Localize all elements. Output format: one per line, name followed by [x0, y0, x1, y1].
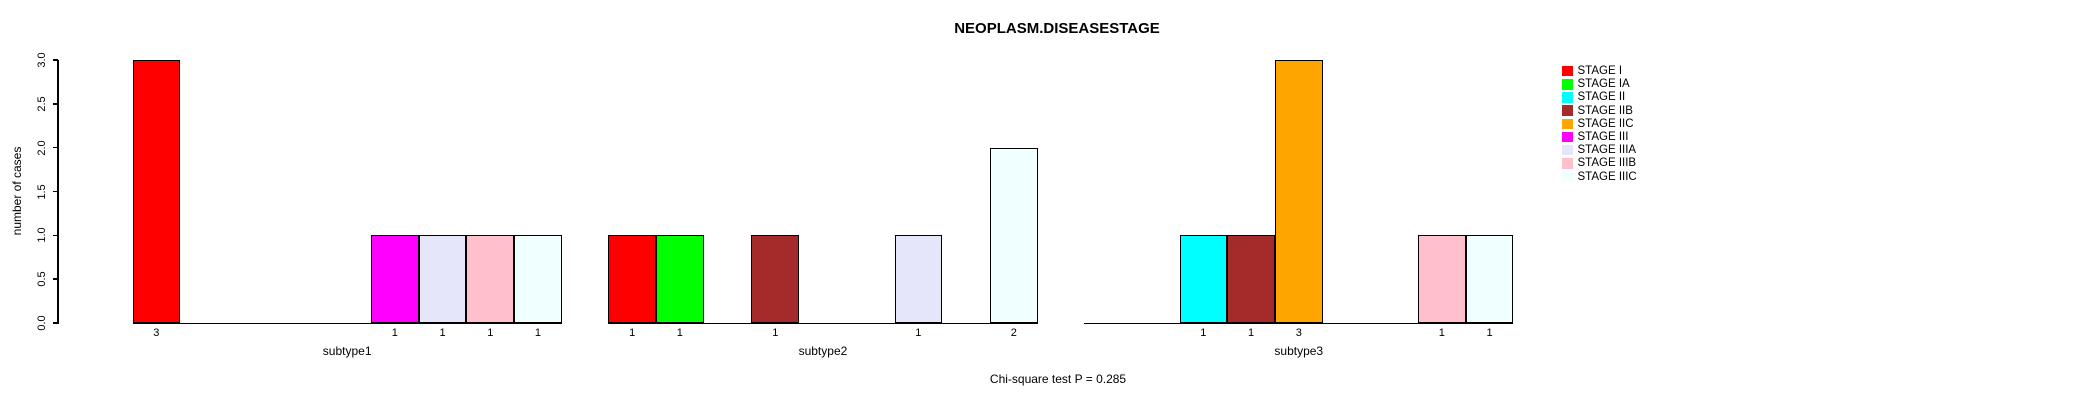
bar-value-label: 1	[1247, 326, 1255, 339]
y-tick	[53, 146, 58, 149]
legend-label: STAGE IA	[1577, 78, 1630, 91]
legend-item: STAGE IIIB	[1562, 157, 1637, 170]
bar-subtype2-stage-iib	[751, 235, 800, 323]
legend-label: STAGE I	[1577, 65, 1623, 78]
legend-swatch-icon	[1562, 171, 1573, 182]
bar-value-label: 1	[915, 326, 922, 339]
bar-subtype2-stage-iiia	[894, 235, 943, 323]
bar-subtype1-stage-iii	[371, 235, 419, 323]
legend-swatch-icon	[1562, 65, 1573, 77]
legend-item: STAGE IIIA	[1562, 144, 1637, 157]
bar-subtype1-stage-iiib	[466, 235, 515, 323]
legend-item: STAGE IIB	[1562, 104, 1637, 117]
legend-item: STAGE I	[1562, 65, 1637, 78]
bar-value-label: 1	[1200, 326, 1207, 339]
y-tick	[53, 103, 58, 105]
legend-swatch-icon	[1562, 105, 1573, 116]
bar-subtype1-stage-i	[132, 60, 181, 323]
bar-subtype2-stage-i	[608, 235, 656, 323]
legend-label: STAGE IIIB	[1577, 157, 1637, 170]
bar-subtype1-stage-iiic	[514, 235, 562, 323]
y-tick-label: 2.5	[36, 96, 48, 112]
bar-value-label: 1	[676, 326, 683, 339]
x-axis-line	[608, 322, 1038, 324]
bar-subtype2-stage-ia	[656, 235, 704, 323]
legend-label: STAGE IIC	[1577, 117, 1634, 130]
bar-value-label: 1	[1486, 326, 1493, 339]
chart-title: NEOPLASM.DISEASESTAGE	[954, 20, 1160, 37]
bar-value-label: 1	[439, 326, 446, 339]
y-tick-label: 3.0	[36, 52, 48, 68]
bar-value-label: 1	[1438, 326, 1445, 339]
bar-value-label: 2	[1010, 326, 1017, 339]
legend-item: STAGE II	[1562, 91, 1637, 104]
legend-label: STAGE IIIC	[1577, 170, 1637, 183]
legend-swatch-icon	[1562, 158, 1573, 169]
y-tick	[53, 190, 58, 193]
y-tick-label: 1.0	[36, 227, 48, 243]
legend-item: STAGE III	[1562, 130, 1637, 143]
legend-swatch-icon	[1562, 79, 1573, 90]
y-tick-label: 0.0	[36, 315, 48, 331]
group-label-subtype1: subtype1	[322, 344, 372, 358]
bar-value-label: 1	[772, 326, 779, 339]
x-axis-line	[132, 322, 562, 324]
y-tick	[53, 234, 58, 237]
bar-subtype3-stage-iiib	[1418, 235, 1466, 323]
bar-subtype3-stage-iic	[1274, 60, 1323, 323]
legend-swatch-icon	[1562, 144, 1573, 156]
y-tick-label: 2.0	[36, 140, 48, 156]
bar-value-label: 3	[1295, 326, 1302, 339]
legend-swatch-icon	[1562, 131, 1573, 143]
y-tick	[53, 322, 58, 324]
bar-value-label: 1	[391, 326, 398, 339]
y-tick	[53, 59, 58, 61]
legend-label: STAGE II	[1577, 91, 1626, 104]
y-tick-label: 1.5	[36, 183, 48, 200]
legend: STAGE I STAGE IA STAGE II STAGE IIB STAGE II…	[1562, 65, 1637, 184]
x-axis-line	[1084, 322, 1514, 324]
bar-subtype2-stage-iiic	[989, 147, 1038, 323]
bar-value-label: 1	[487, 326, 494, 339]
legend-swatch-icon	[1562, 92, 1573, 103]
bar-subtype1-stage-iiia	[418, 235, 467, 323]
y-tick-label: 0.5	[36, 271, 48, 287]
legend-label: STAGE III	[1577, 131, 1629, 144]
bar-subtype3-stage-iib	[1227, 235, 1275, 323]
bar-value-label: 1	[629, 326, 636, 339]
bar-value-label: 3	[153, 326, 160, 339]
legend-swatch-icon	[1562, 118, 1573, 130]
group-label-subtype2: subtype2	[798, 344, 848, 358]
bar-value-label: 1	[534, 326, 541, 339]
legend-item: STAGE IA	[1562, 78, 1637, 91]
legend-label: STAGE IIB	[1577, 104, 1633, 117]
legend-item: STAGE IIIC	[1562, 170, 1637, 183]
chi-square-annotation: Chi-square test P = 0.285	[989, 372, 1127, 386]
group-label-subtype3: subtype3	[1274, 344, 1324, 358]
legend-label: STAGE IIIA	[1577, 144, 1637, 157]
bar-subtype3-stage-iiic	[1465, 235, 1514, 323]
bar-subtype3-stage-ii	[1179, 235, 1228, 323]
legend-item: STAGE IIC	[1562, 117, 1637, 130]
y-tick	[53, 278, 58, 280]
